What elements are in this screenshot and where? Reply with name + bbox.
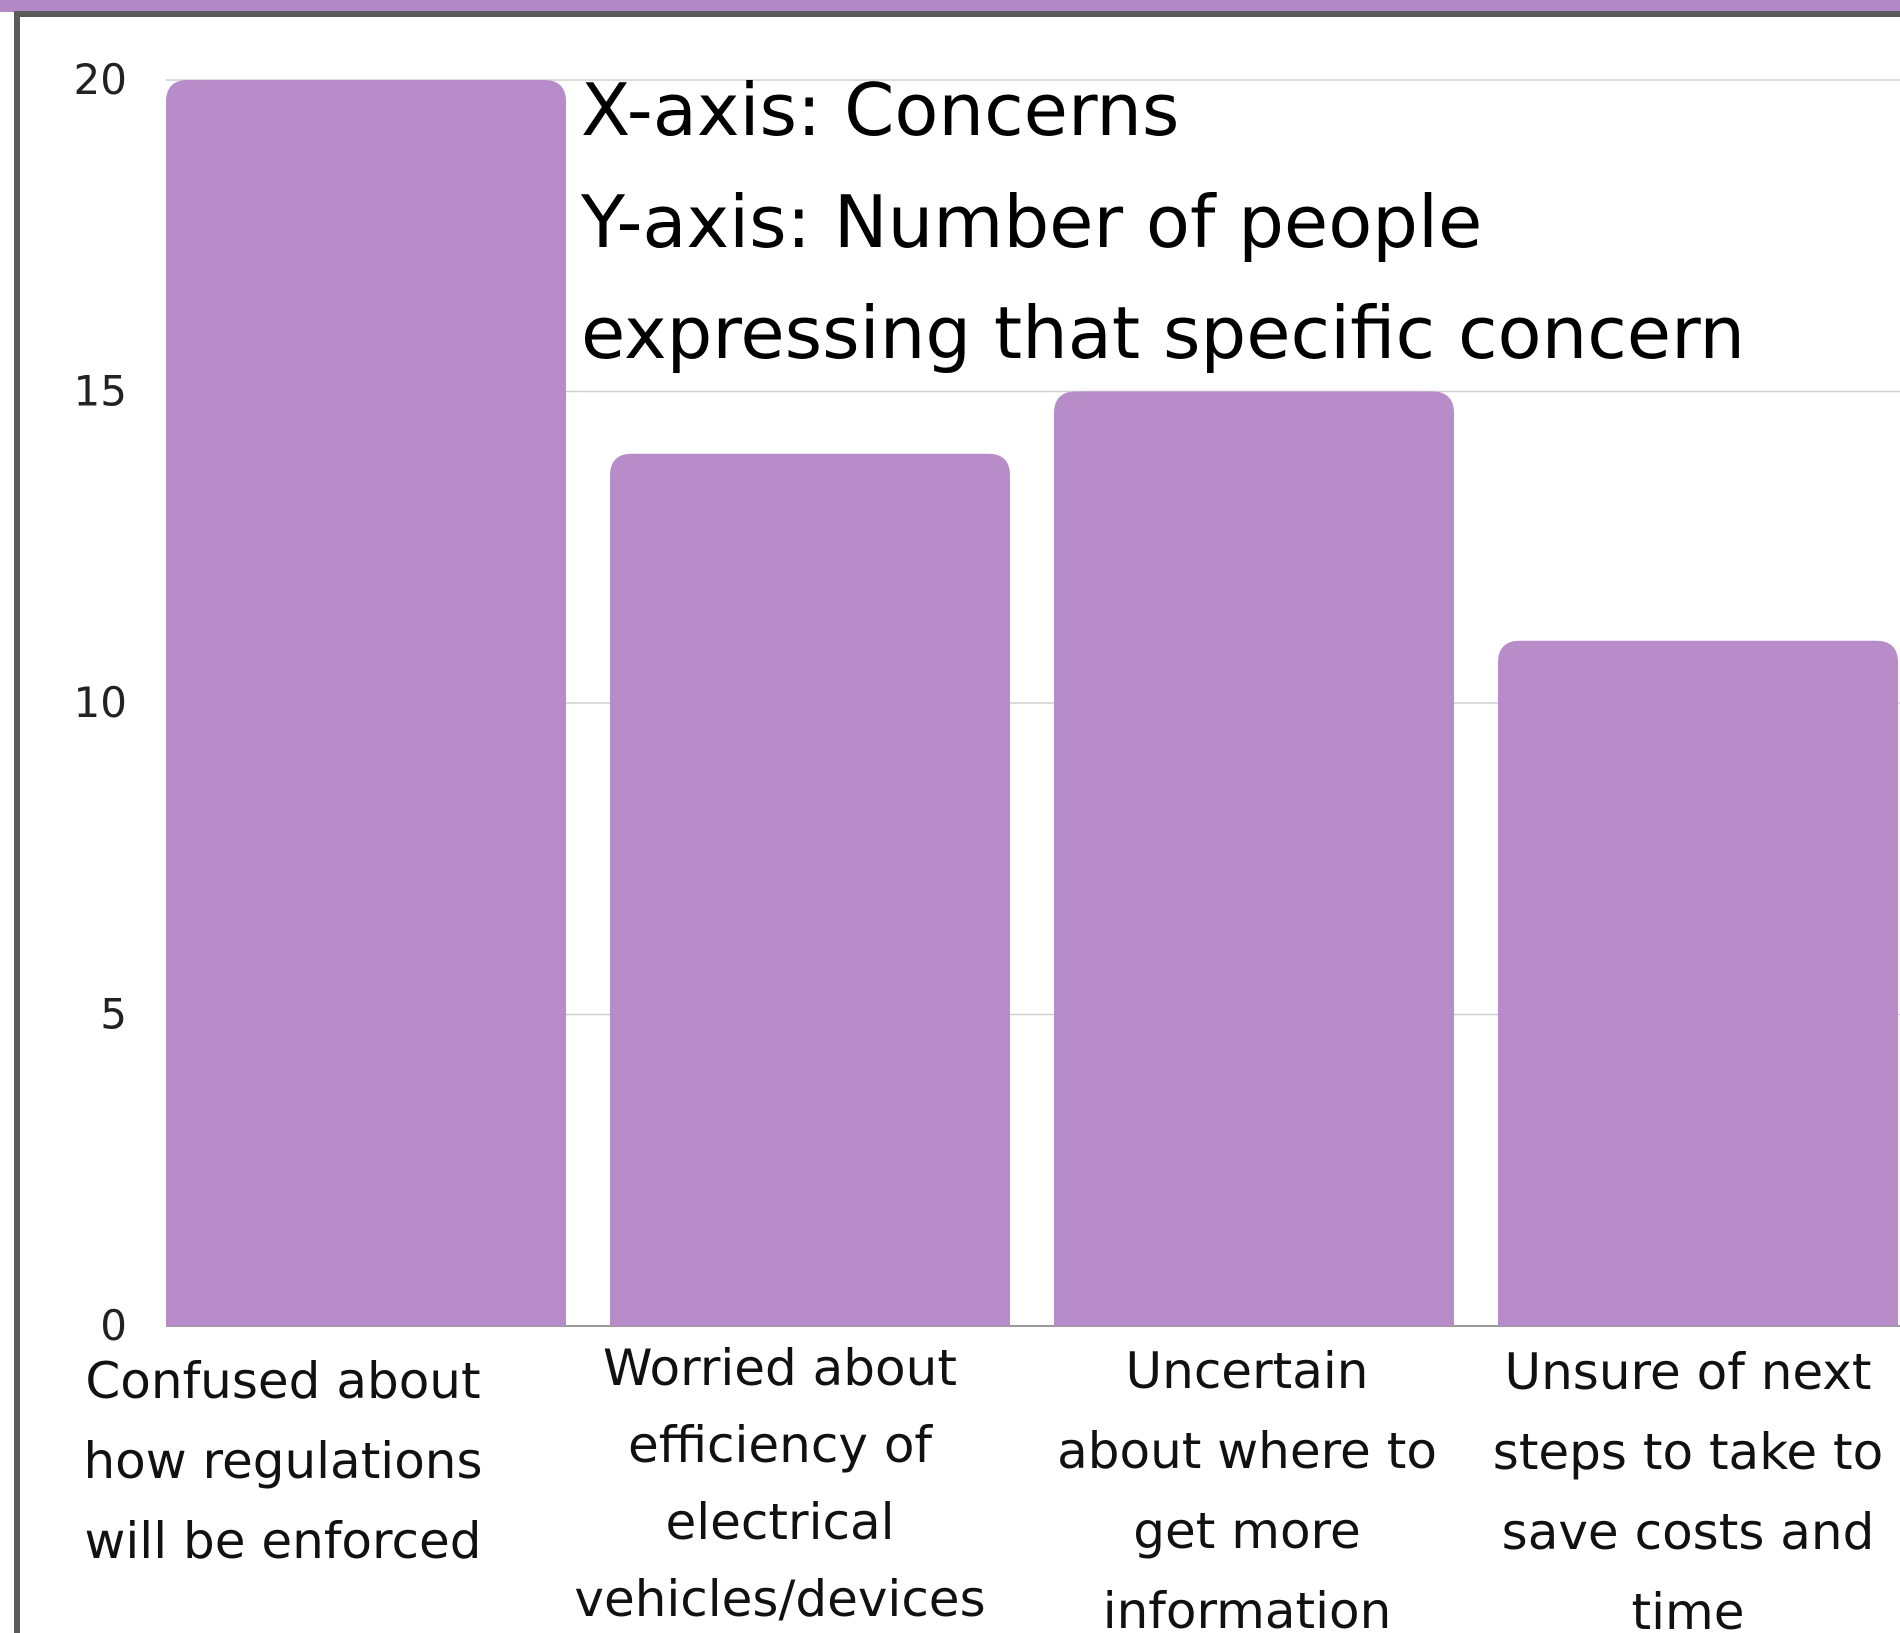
y-axis-ticks: 0 5 10 15 20: [74, 55, 127, 1350]
bar-3: [1054, 391, 1454, 1326]
frame-top-border: [14, 11, 1900, 17]
top-color-band: [0, 0, 1900, 12]
y-tick-label-5: 5: [100, 990, 127, 1039]
category-label-3-line-2: about where to: [1057, 1422, 1437, 1480]
bar-1: [166, 80, 566, 1326]
category-label-4: Unsure of next steps to take to save costs…: [1493, 1343, 1883, 1633]
bars: [166, 80, 1898, 1326]
category-label-2-line-1: Worried about: [603, 1339, 957, 1397]
category-label-4-line-4: time: [1632, 1583, 1745, 1633]
y-tick-label-0: 0: [100, 1301, 127, 1350]
x-axis-category-labels: Confused about how regulations will be enf…: [83, 1339, 1883, 1633]
category-label-2-line-4: vehicles/devices: [574, 1570, 985, 1628]
category-label-3-line-4: information: [1103, 1582, 1392, 1633]
y-tick-label-15: 15: [74, 367, 127, 416]
annotation-line-3: expressing that specific concern: [581, 291, 1745, 375]
annotation-line-1: X-axis: Concerns: [581, 68, 1179, 152]
category-label-3-line-3: get more: [1133, 1502, 1361, 1560]
bar-4: [1498, 640, 1898, 1326]
category-label-2-line-3: electrical: [666, 1493, 895, 1551]
category-label-1: Confused about how regulations will be enf…: [83, 1352, 482, 1570]
category-label-3-line-1: Uncertain: [1126, 1342, 1369, 1400]
y-tick-label-20: 20: [74, 55, 127, 104]
frame-left-border: [14, 11, 20, 1633]
y-tick-label-10: 10: [74, 678, 127, 727]
axis-description-annotation: X-axis: Concerns Y-axis: Number of people…: [580, 68, 1745, 375]
category-label-4-line-3: save costs and: [1502, 1503, 1875, 1561]
category-label-4-line-2: steps to take to: [1493, 1423, 1883, 1481]
category-label-4-line-1: Unsure of next: [1505, 1343, 1872, 1401]
category-label-2-line-2: efficiency of: [628, 1416, 933, 1474]
category-label-1-line-1: Confused about: [85, 1352, 480, 1410]
category-label-1-line-3: will be enforced: [85, 1512, 482, 1570]
category-label-3: Uncertain about where to get more informati…: [1057, 1342, 1437, 1633]
category-label-2: Worried about efficiency of electrical vehi…: [574, 1339, 985, 1628]
annotation-line-2: Y-axis: Number of people: [580, 180, 1482, 264]
bar-2: [610, 453, 1010, 1326]
category-label-1-line-2: how regulations: [83, 1432, 482, 1490]
